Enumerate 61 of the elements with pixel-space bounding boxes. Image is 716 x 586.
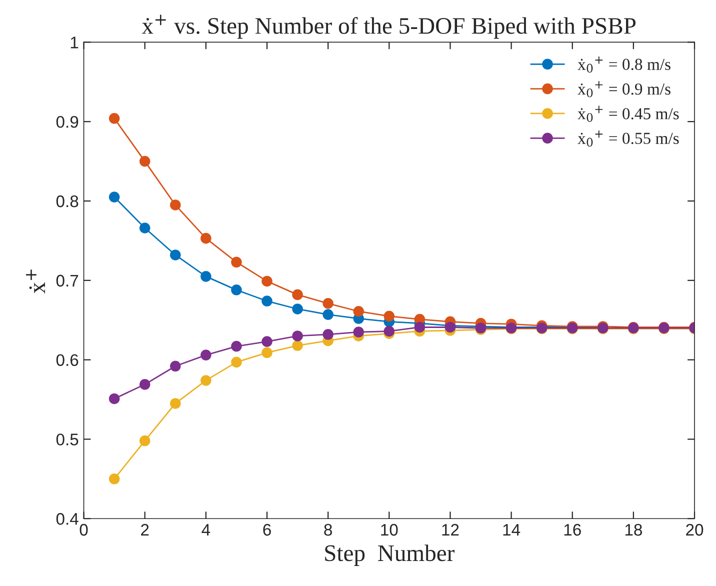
- point: [170, 398, 181, 409]
- point: [231, 284, 242, 296]
- x-tick-label: 14: [503, 524, 520, 536]
- legend-label: ẋ$_{0}$$^{+}$ = 0.45 m/s: [578, 106, 679, 122]
- legend-label: ẋ$_{0}$$^{+}$ = 0.9 m/s: [578, 81, 670, 98]
- y-tick-label: 0.6: [56, 354, 78, 366]
- point: [231, 340, 242, 352]
- point: [353, 306, 364, 317]
- point: [200, 271, 212, 282]
- point: [170, 360, 181, 372]
- x-tick-label: 6: [263, 524, 271, 536]
- point: [170, 250, 181, 260]
- point: [231, 356, 242, 368]
- x-tick-label: 0: [80, 524, 88, 536]
- y-tick-label: 0.7: [56, 274, 78, 287]
- point: [200, 375, 212, 386]
- point: [200, 350, 212, 360]
- point: [262, 347, 272, 358]
- point: [292, 330, 303, 342]
- point: [139, 435, 150, 446]
- y-tick-label: 0.5: [56, 434, 78, 446]
- point: [384, 326, 395, 337]
- point: [139, 156, 150, 167]
- point: [414, 322, 426, 333]
- point: [139, 222, 150, 234]
- x-tick-label: 18: [625, 524, 642, 536]
- point: [108, 113, 120, 124]
- point: [262, 296, 272, 306]
- point: [231, 256, 242, 268]
- point: [292, 304, 303, 314]
- point: [262, 336, 272, 347]
- x-tick-label: 20: [686, 524, 704, 536]
- point: [262, 276, 272, 287]
- y-tick-label: 0.9: [56, 116, 78, 128]
- x-tick-label: 16: [564, 524, 581, 536]
- y-tick-label: 0.8: [56, 195, 78, 208]
- point: [108, 192, 120, 202]
- point: [292, 289, 303, 300]
- x-tick-label: 12: [442, 524, 459, 536]
- x-tick-label: 2: [141, 524, 149, 536]
- x-tick-label: 4: [202, 524, 210, 536]
- y-tick-label: 1: [70, 36, 78, 48]
- x-tick-label: 8: [324, 524, 332, 536]
- chart-title: ẋ$^{+}$ vs. Step Number of the 5-DOF Biped with PSBP: [142, 14, 636, 39]
- point: [353, 326, 364, 338]
- point: [170, 200, 181, 210]
- point: [322, 309, 334, 320]
- point: [384, 310, 395, 322]
- y-tick-label: 0.4: [56, 513, 78, 525]
- point: [108, 393, 120, 404]
- y-axis-title: ẋ$^{+}$: [26, 270, 45, 294]
- point: [322, 298, 334, 309]
- legend-label: ẋ$_{0}$$^{+}$ = 0.55 m/s: [578, 130, 679, 147]
- x-axis-title: Step Number: [325, 544, 455, 566]
- legend-label: ẋ$_{0}$$^{+}$ = 0.8 m/s: [578, 56, 670, 73]
- x-tick-label: 10: [381, 524, 398, 536]
- point: [292, 340, 303, 351]
- point: [200, 232, 212, 244]
- point: [108, 474, 120, 484]
- point: [322, 329, 334, 340]
- point: [139, 379, 150, 390]
